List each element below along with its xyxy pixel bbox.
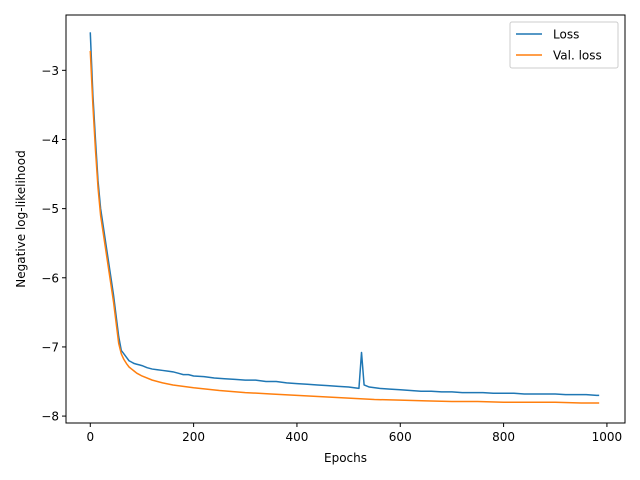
series-line-val-loss xyxy=(89,50,600,404)
y-tick-label: −3 xyxy=(41,64,59,78)
y-tick-label: −4 xyxy=(41,133,59,147)
x-axis: 0 200 400 600 800 1000 xyxy=(86,423,622,444)
plot-frame xyxy=(65,14,626,424)
legend-label: Val. loss xyxy=(553,49,602,63)
x-tick-label: 400 xyxy=(285,430,308,444)
x-tick-label: 800 xyxy=(492,430,515,444)
y-tick-label: −7 xyxy=(41,340,59,354)
y-tick-label: −6 xyxy=(41,271,59,285)
x-tick-label: 0 xyxy=(86,430,94,444)
y-axis-label: Negative log-likelihood xyxy=(14,150,28,287)
y-tick-label: −5 xyxy=(41,202,59,216)
plot-area xyxy=(89,32,600,404)
legend: Loss Val. loss xyxy=(509,21,619,69)
x-tick-label: 600 xyxy=(389,430,412,444)
x-tick-label: 1000 xyxy=(592,430,623,444)
x-tick-label: 200 xyxy=(182,430,205,444)
y-axis: −8 −7 −6 −5 −4 −3 xyxy=(41,64,66,424)
y-tick-label: −8 xyxy=(41,410,59,424)
x-axis-label: Epochs xyxy=(324,451,367,465)
series-line-loss xyxy=(89,32,600,397)
legend-label: Loss xyxy=(553,28,579,42)
